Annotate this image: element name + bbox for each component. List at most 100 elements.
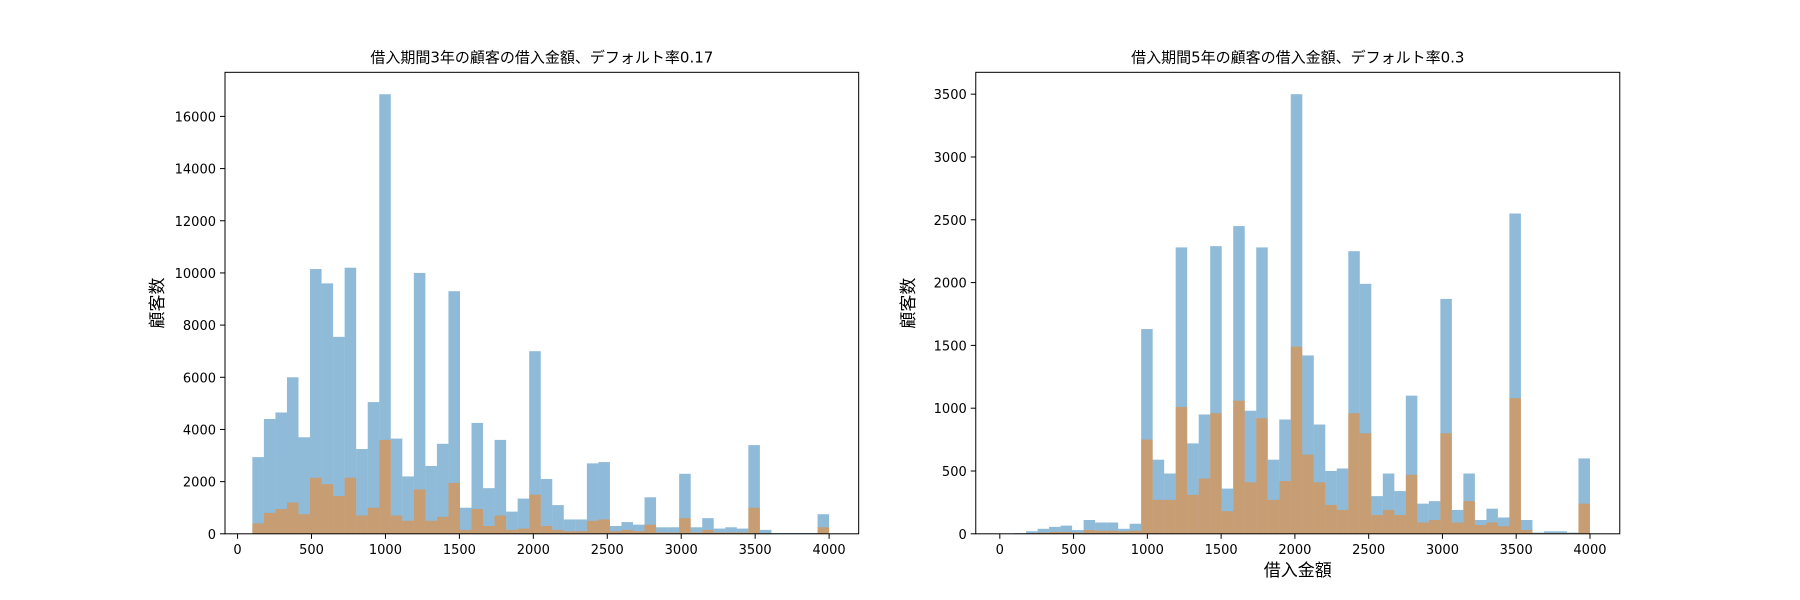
- histogram-bar: [759, 529, 772, 534]
- histogram-bar: [1037, 528, 1050, 534]
- histogram-bar: [575, 531, 587, 534]
- histogram-bar: [644, 497, 657, 534]
- histogram-bar: [1026, 531, 1038, 534]
- histogram-bar: [298, 514, 311, 534]
- histogram-bar: [679, 518, 691, 534]
- histogram-bar: [1325, 504, 1337, 534]
- histogram-bar: [1451, 509, 1464, 534]
- histogram-bar: [1382, 509, 1395, 534]
- histogram-bar: [1198, 414, 1211, 534]
- histogram-bar: [1371, 514, 1383, 534]
- histogram-bar: [286, 377, 299, 534]
- x-tick-label: 3000: [665, 543, 698, 558]
- histogram-bar: [1497, 517, 1510, 534]
- y-tick-label: 6000: [183, 371, 216, 386]
- histogram-bar: [1083, 519, 1096, 534]
- histogram-bar: [1072, 530, 1084, 534]
- x-tick-label: 500: [299, 543, 324, 558]
- y-tick-label: 2000: [183, 476, 216, 491]
- histogram-bar: [1233, 400, 1245, 534]
- histogram-bar: [656, 527, 668, 534]
- histogram-bar: [586, 463, 599, 534]
- histogram-bar: [656, 532, 668, 534]
- histogram-bar: [598, 462, 610, 534]
- histogram-bar: [1256, 418, 1268, 534]
- histogram-bar: [1233, 226, 1245, 534]
- y-tick-label: 12000: [175, 215, 216, 230]
- histogram-bar: [725, 527, 737, 534]
- histogram-bar: [436, 443, 449, 534]
- histogram-bar: [1313, 424, 1326, 534]
- histogram-bar: [1106, 530, 1119, 534]
- histogram-bar: [471, 422, 484, 534]
- histogram-bar: [367, 402, 380, 534]
- histogram-bar: [379, 439, 391, 534]
- y-tick-label: 10000: [175, 267, 216, 282]
- histogram-bar: [563, 531, 576, 534]
- histogram-bar: [1359, 283, 1372, 534]
- x-tick-label: 2000: [517, 543, 550, 558]
- histogram-bar: [1428, 519, 1441, 534]
- y-tick-label: 0: [208, 528, 216, 543]
- axes-frame: [975, 71, 1621, 535]
- histogram-bar: [1509, 398, 1521, 534]
- histogram-bar: [425, 465, 437, 534]
- histogram-bar: [517, 528, 530, 534]
- histogram-bar: [563, 519, 576, 534]
- histogram-bar: [1037, 532, 1050, 534]
- histogram-bar: [609, 531, 622, 534]
- histogram-bar: [1049, 531, 1061, 534]
- histogram-bar: [1382, 473, 1395, 534]
- histogram-bar: [609, 525, 622, 534]
- x-tick-label: 4000: [813, 543, 846, 558]
- histogram-bar: [402, 476, 414, 534]
- histogram-bar: [1394, 491, 1406, 534]
- histogram-bar: [1417, 503, 1429, 534]
- histogram-bar: [1060, 525, 1073, 534]
- histogram-bar: [483, 488, 495, 534]
- x-tick-label: 1500: [1205, 543, 1238, 558]
- histogram-bar: [690, 532, 703, 534]
- histogram-bar: [436, 516, 449, 534]
- y-tick-label: 3500: [934, 88, 967, 103]
- histogram-bar: [517, 498, 530, 534]
- histogram-bar: [275, 412, 287, 534]
- histogram-bar: [1290, 94, 1303, 534]
- histogram-bar: [1405, 395, 1418, 534]
- y-tick-label: 8000: [183, 319, 216, 334]
- histogram-bar: [540, 479, 553, 534]
- histogram-bar: [667, 527, 680, 534]
- histogram-bar: [1394, 514, 1406, 534]
- x-tick-label: 0: [233, 543, 241, 558]
- histogram-bar: [1543, 531, 1556, 534]
- histogram-bar: [1440, 433, 1452, 534]
- histogram-bar: [390, 438, 403, 534]
- histogram-bar: [448, 482, 460, 534]
- histogram-bar: [1486, 522, 1498, 534]
- histogram-bar: [1348, 251, 1360, 534]
- histogram-bar: [1095, 530, 1107, 534]
- histogram-bar: [1244, 410, 1257, 534]
- histogram-bar: [1267, 459, 1280, 534]
- histogram-bar: [679, 473, 691, 534]
- histogram-bar: [598, 519, 610, 534]
- histogram-bar: [736, 532, 749, 534]
- histogram-bar: [1336, 509, 1349, 534]
- histogram-bar: [1520, 519, 1533, 534]
- y-tick-label: 1500: [934, 339, 967, 354]
- histogram-bar: [379, 94, 391, 534]
- histogram-bar: [310, 269, 322, 534]
- histogram-bar: [621, 522, 634, 534]
- histogram-bar: [1405, 474, 1418, 534]
- y-tick-label: 0: [958, 528, 966, 543]
- histogram-bar: [1210, 246, 1222, 534]
- histogram-bar: [713, 528, 726, 534]
- histogram-bar: [413, 272, 426, 534]
- histogram-bar: [448, 291, 460, 534]
- histogram-bar: [310, 477, 322, 534]
- histogram-bar: [817, 527, 830, 534]
- histogram-bar: [725, 532, 737, 534]
- histogram-bar: [1198, 478, 1211, 534]
- histogram-bar: [667, 532, 680, 534]
- histogram-bar: [1083, 530, 1096, 534]
